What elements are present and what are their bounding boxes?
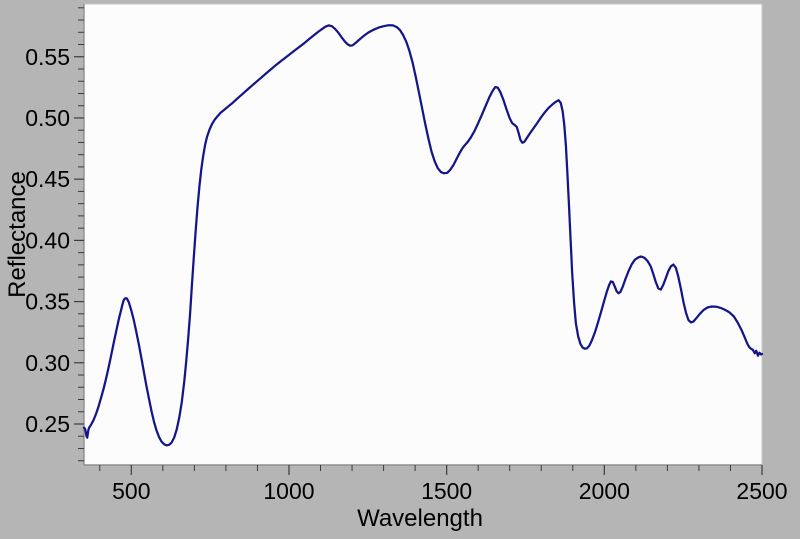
y-tick-label: 0.40 — [25, 227, 70, 253]
y-tick-label: 0.35 — [25, 289, 70, 315]
y-tick-label: 0.45 — [25, 166, 70, 192]
x-tick-label: 1500 — [421, 478, 472, 504]
y-tick-label: 0.55 — [25, 44, 70, 70]
x-axis-title: Wavelength — [357, 505, 483, 532]
plot-area — [84, 4, 762, 465]
x-tick-label: 500 — [112, 478, 150, 504]
x-tick-label: 2000 — [579, 478, 630, 504]
x-tick-label: 1000 — [263, 478, 314, 504]
y-axis-title: Reflectance — [4, 171, 31, 298]
y-tick-label: 0.50 — [25, 105, 70, 131]
y-tick-label: 0.30 — [25, 350, 70, 376]
y-tick-label: 0.25 — [25, 411, 70, 437]
axis-tick-labels: 500 1000 1500 2000 2500 0.25 0.30 0.35 0.40 0.45 0… — [25, 44, 787, 504]
spectrum-curve — [82, 24, 764, 447]
x-tick-label: 2500 — [736, 478, 787, 504]
axis-ticks — [74, 7, 763, 475]
